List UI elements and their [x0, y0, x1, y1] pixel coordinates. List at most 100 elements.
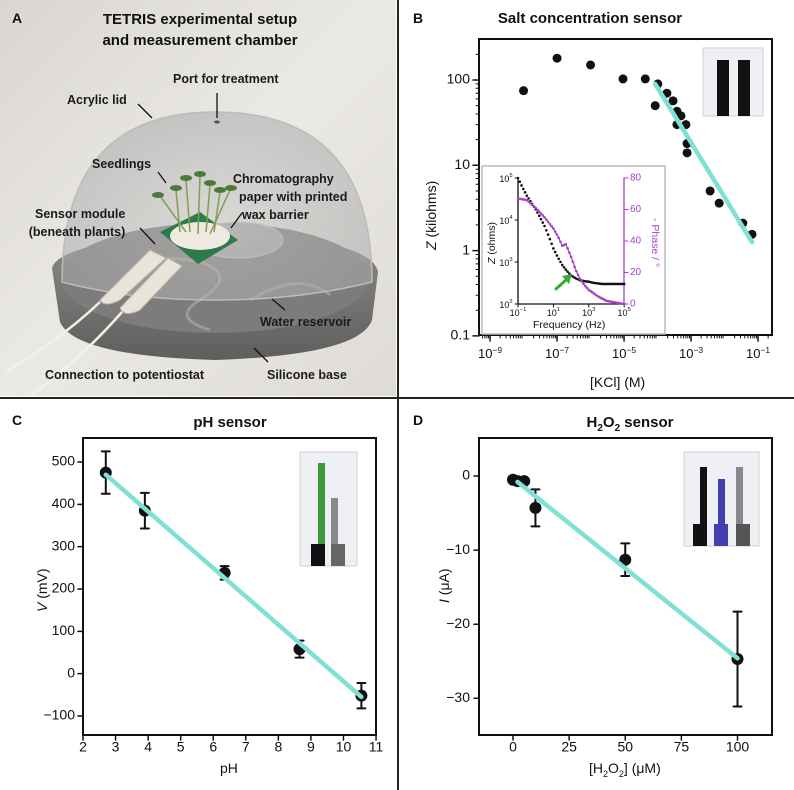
b-xtick-label: 10−1 — [746, 345, 770, 361]
inset-z-point — [539, 217, 543, 221]
inset-xtick-label: 101 — [547, 307, 560, 318]
d-xtick-label: 75 — [674, 739, 690, 755]
panel-b-title: Salt concentration sensor — [497, 10, 683, 27]
inset-ytick-label: 104 — [499, 215, 513, 226]
c-xtick-label: 2 — [79, 739, 87, 755]
d-xtick-label: 100 — [726, 739, 750, 755]
c-xtick-label: 4 — [144, 739, 152, 755]
c-ylabel: V (mV) — [34, 568, 50, 612]
b-fit-line — [652, 81, 755, 245]
label-reservoir: Water reservoir — [260, 315, 352, 329]
d-title-post: sensor — [620, 414, 674, 431]
inset-y2tick-label: 80 — [630, 173, 642, 184]
d-xlabel-mid: O — [608, 760, 619, 776]
b-ytick-label: 100 — [447, 71, 471, 87]
c-xtick-label: 5 — [177, 739, 185, 755]
inset-z-point — [562, 265, 566, 269]
inset-z-point — [518, 180, 522, 184]
inset-z-point — [520, 184, 523, 187]
cables — [4, 301, 123, 396]
inset-arrow-shaft — [554, 277, 569, 291]
d-data-point — [529, 501, 542, 514]
inset-z-point — [552, 247, 555, 250]
label-connection: Connection to potentiostat — [45, 368, 205, 382]
inset-xtick-label-exp: 5 — [628, 307, 631, 313]
c-ytick-label: −100 — [43, 707, 75, 723]
c-ph-bar — [318, 463, 325, 545]
c-xtick-label: 6 — [209, 739, 217, 755]
d-xlabel-sub1: 2 — [603, 768, 609, 779]
panel-a-letter: A — [12, 10, 23, 26]
b-xtick-label-exp: −9 — [492, 345, 502, 355]
annotation-arrows — [137, 93, 286, 363]
panel-c-letter: C — [12, 412, 23, 428]
d-h2o2-base — [714, 524, 728, 546]
b-xtick-label: 10−9 — [478, 345, 502, 361]
c-xlabel: pH — [220, 760, 238, 776]
inset-y2tick-label: 60 — [630, 204, 642, 215]
inset-ytick-label: 103 — [499, 257, 512, 268]
inset-z-point — [564, 268, 568, 271]
d-title-sub2: 2 — [614, 423, 621, 434]
inset-xtick-label-exp: −1 — [520, 307, 527, 313]
c-xtick-label: 3 — [112, 739, 120, 755]
inset-xtick-label: 105 — [618, 307, 631, 318]
d-title-o: O — [602, 414, 615, 431]
label-chromatography: Chromatography paper with printed wax ba… — [233, 172, 347, 223]
inset-z-point — [622, 282, 626, 286]
inset-z-point — [523, 191, 527, 194]
seedlings — [159, 175, 231, 235]
d-ylabel-unit: (μA) — [436, 568, 452, 600]
inset-z-point — [550, 242, 553, 246]
inset-xtick-label-exp: 3 — [592, 307, 595, 313]
inset-z-point — [568, 272, 571, 275]
panel-a-title-line1: TETRIS experimental setup — [102, 11, 298, 28]
c-ytick-label: 0 — [67, 664, 75, 680]
d-xlabel-post: ] (μM) — [623, 760, 661, 776]
d-xlabel-sub2: 2 — [618, 768, 624, 779]
d-xlabel-pre: [H — [589, 760, 603, 776]
inset-z-point — [537, 214, 541, 218]
inset-ylabel-unit: (ohms) — [486, 221, 498, 258]
c-xtick-label: 7 — [242, 739, 250, 755]
inset-arrow-head — [562, 274, 572, 284]
c-xtick-label: 9 — [307, 739, 315, 755]
panel-d-title: H2O2 sensor — [530, 414, 730, 434]
panel-a-title-line2: and measurement chamber — [102, 32, 298, 49]
inset-y2tick-label: 20 — [630, 267, 642, 278]
d-xlabel: [H2O2] (μM) — [589, 760, 661, 779]
d-ytick-label: −10 — [446, 541, 470, 557]
b-data-point — [519, 86, 529, 96]
inset-ytick-label-exp: 5 — [509, 173, 512, 179]
c-electrode-icon — [299, 451, 358, 567]
b-data-point — [650, 101, 660, 111]
panel-d-letter: D — [413, 412, 424, 428]
b-electrode-bar — [717, 60, 729, 116]
label-chrom-line1: Chromatography — [233, 172, 334, 186]
label-chrom-line2: paper with printed — [239, 190, 348, 204]
b-data-point — [705, 186, 715, 196]
c-ytick-label: 100 — [52, 622, 76, 638]
c-reference-base — [331, 544, 345, 566]
b-electrode-icon — [702, 47, 764, 117]
inset-z-point — [560, 263, 564, 267]
d-ylabel: I (μA) — [436, 568, 452, 603]
alligator-clips — [99, 249, 183, 314]
horizontal-divider — [0, 397, 794, 399]
inset-ytick-label: 105 — [499, 173, 512, 184]
d-xtick-label: 0 — [509, 739, 517, 755]
b-xtick-label: 10−3 — [679, 345, 703, 361]
b-xtick-label: 10−5 — [612, 345, 636, 361]
b-inset-xlabel: Frequency (Hz) — [533, 319, 606, 331]
b-xtick-label-exp: −7 — [559, 345, 569, 355]
c-plot-frame — [82, 437, 377, 736]
inset-z-point — [557, 257, 561, 261]
d-xtick-label: 25 — [561, 739, 577, 755]
inset-z-point — [543, 224, 546, 228]
c-ytick-label: 300 — [52, 537, 76, 553]
inset-z-point — [525, 194, 529, 197]
inset-z-point — [545, 228, 548, 232]
b-data-point — [682, 148, 692, 158]
c-ytick-label: 500 — [52, 453, 76, 469]
b-xlabel: [KCl] (M) — [590, 374, 646, 390]
